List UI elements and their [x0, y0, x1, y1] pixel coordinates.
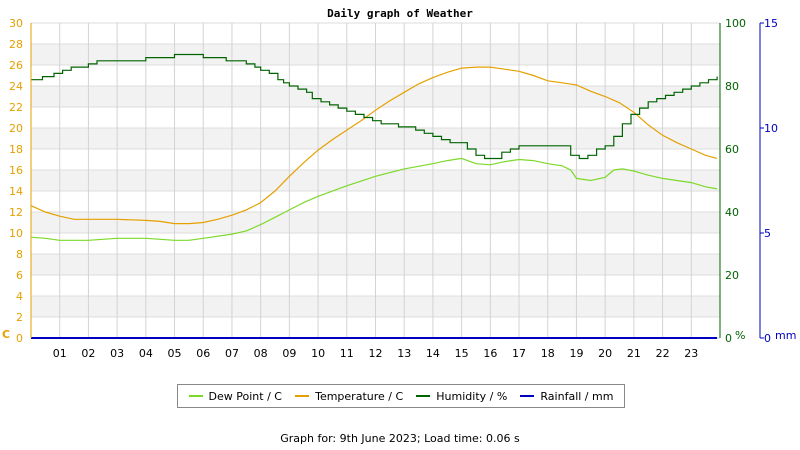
y-tick-label-temperature: 10 — [9, 227, 23, 240]
legend: Dew Point / C Temperature / C Humidity /… — [177, 384, 625, 408]
x-tick-label: 02 — [81, 347, 95, 360]
x-tick-label: 08 — [254, 347, 268, 360]
y-tick-label-humidity: 60 — [725, 143, 739, 156]
legend-swatch-dew-point — [188, 395, 203, 397]
footer-text: Graph for: 9th June 2023; Load time: 0.0… — [280, 432, 520, 445]
y-tick-label-humidity: 20 — [725, 269, 739, 282]
tick-labels: 01 02 03 04 05 06 07 08 09 10 11 12 13 14 15 16 17 18 19 20… — [9, 17, 778, 360]
x-tick-label: 05 — [168, 347, 182, 360]
legend-swatch-temperature — [295, 395, 310, 397]
y-tick-label-temperature: 4 — [16, 290, 23, 303]
x-tick-label: 09 — [282, 347, 296, 360]
x-tick-label: 23 — [684, 347, 698, 360]
legend-item-dew-point[interactable]: Dew Point / C — [188, 389, 282, 403]
y-tick-label-rain: 0 — [764, 332, 771, 345]
x-tick-label: 10 — [311, 347, 325, 360]
y-tick-label-temperature: 12 — [9, 206, 23, 219]
y-tick-label-humidity: 100 — [725, 17, 746, 30]
temperature-unit-label: C — [2, 328, 10, 341]
y-tick-label-temperature: 28 — [9, 38, 23, 51]
x-tick-label: 19 — [569, 347, 583, 360]
legend-swatch-humidity — [416, 395, 431, 397]
x-tick-label: 12 — [369, 347, 383, 360]
y-tick-label-temperature: 26 — [9, 59, 23, 72]
y-tick-label-temperature: 14 — [9, 185, 23, 198]
legend-item-rainfall[interactable]: Rainfall / mm — [520, 390, 613, 403]
x-tick-label: 01 — [53, 347, 67, 360]
rain-unit-label: mm — [775, 329, 796, 342]
y-tick-label-humidity: 40 — [725, 206, 739, 219]
x-tick-label: 20 — [598, 347, 612, 360]
y-tick-label-temperature: 8 — [16, 248, 23, 261]
legend-swatch-rainfall — [520, 395, 535, 397]
y-tick-label-temperature: 22 — [9, 101, 23, 114]
y-tick-label-temperature: 30 — [9, 17, 23, 30]
y-tick-label-rain: 10 — [764, 122, 778, 135]
x-tick-label: 11 — [340, 347, 354, 360]
y-tick-label-humidity: 0 — [725, 332, 732, 345]
x-tick-label: 22 — [656, 347, 670, 360]
y-tick-label-temperature: 16 — [9, 164, 23, 177]
axes — [30, 22, 764, 339]
y-tick-label-temperature: 20 — [9, 122, 23, 135]
y-tick-label-temperature: 18 — [9, 143, 23, 156]
y-tick-label-temperature: 2 — [16, 311, 23, 324]
x-tick-label: 17 — [512, 347, 526, 360]
y-tick-label-temperature: 6 — [16, 269, 23, 282]
y-tick-label-temperature: 24 — [9, 80, 23, 93]
chart-title: Daily graph of Weather — [327, 7, 473, 20]
y-tick-label-humidity: 80 — [725, 80, 739, 93]
legend-item-humidity[interactable]: Humidity / % — [416, 390, 507, 403]
x-tick-label: 16 — [483, 347, 497, 360]
legend-label-dew-point: Dew Point / C — [208, 389, 282, 403]
y-tick-label-temperature: 0 — [16, 332, 23, 345]
series-line-temperature — [30, 66, 718, 225]
humidity-unit-label: % — [735, 329, 745, 342]
x-tick-label: 06 — [196, 347, 210, 360]
legend-label-rainfall: Rainfall / mm — [540, 389, 614, 403]
legend-label-temperature: Temperature / C — [315, 389, 404, 403]
x-tick-label: 15 — [455, 347, 469, 360]
legend-item-temperature[interactable]: Temperature / C — [295, 390, 403, 403]
series-line-dew-point — [30, 157, 718, 241]
x-tick-label: 03 — [110, 347, 124, 360]
x-tick-label: 04 — [139, 347, 153, 360]
series-line-humidity — [31, 53, 718, 160]
y-tick-label-rain: 15 — [764, 17, 778, 30]
y-tick-label-rain: 5 — [764, 227, 771, 240]
x-tick-label: 14 — [426, 347, 440, 360]
x-tick-label: 07 — [225, 347, 239, 360]
legend-label-humidity: Humidity / % — [436, 389, 508, 403]
x-tick-label: 21 — [627, 347, 641, 360]
x-tick-label: 18 — [541, 347, 555, 360]
x-tick-label: 13 — [397, 347, 411, 360]
series-layer — [30, 53, 718, 339]
